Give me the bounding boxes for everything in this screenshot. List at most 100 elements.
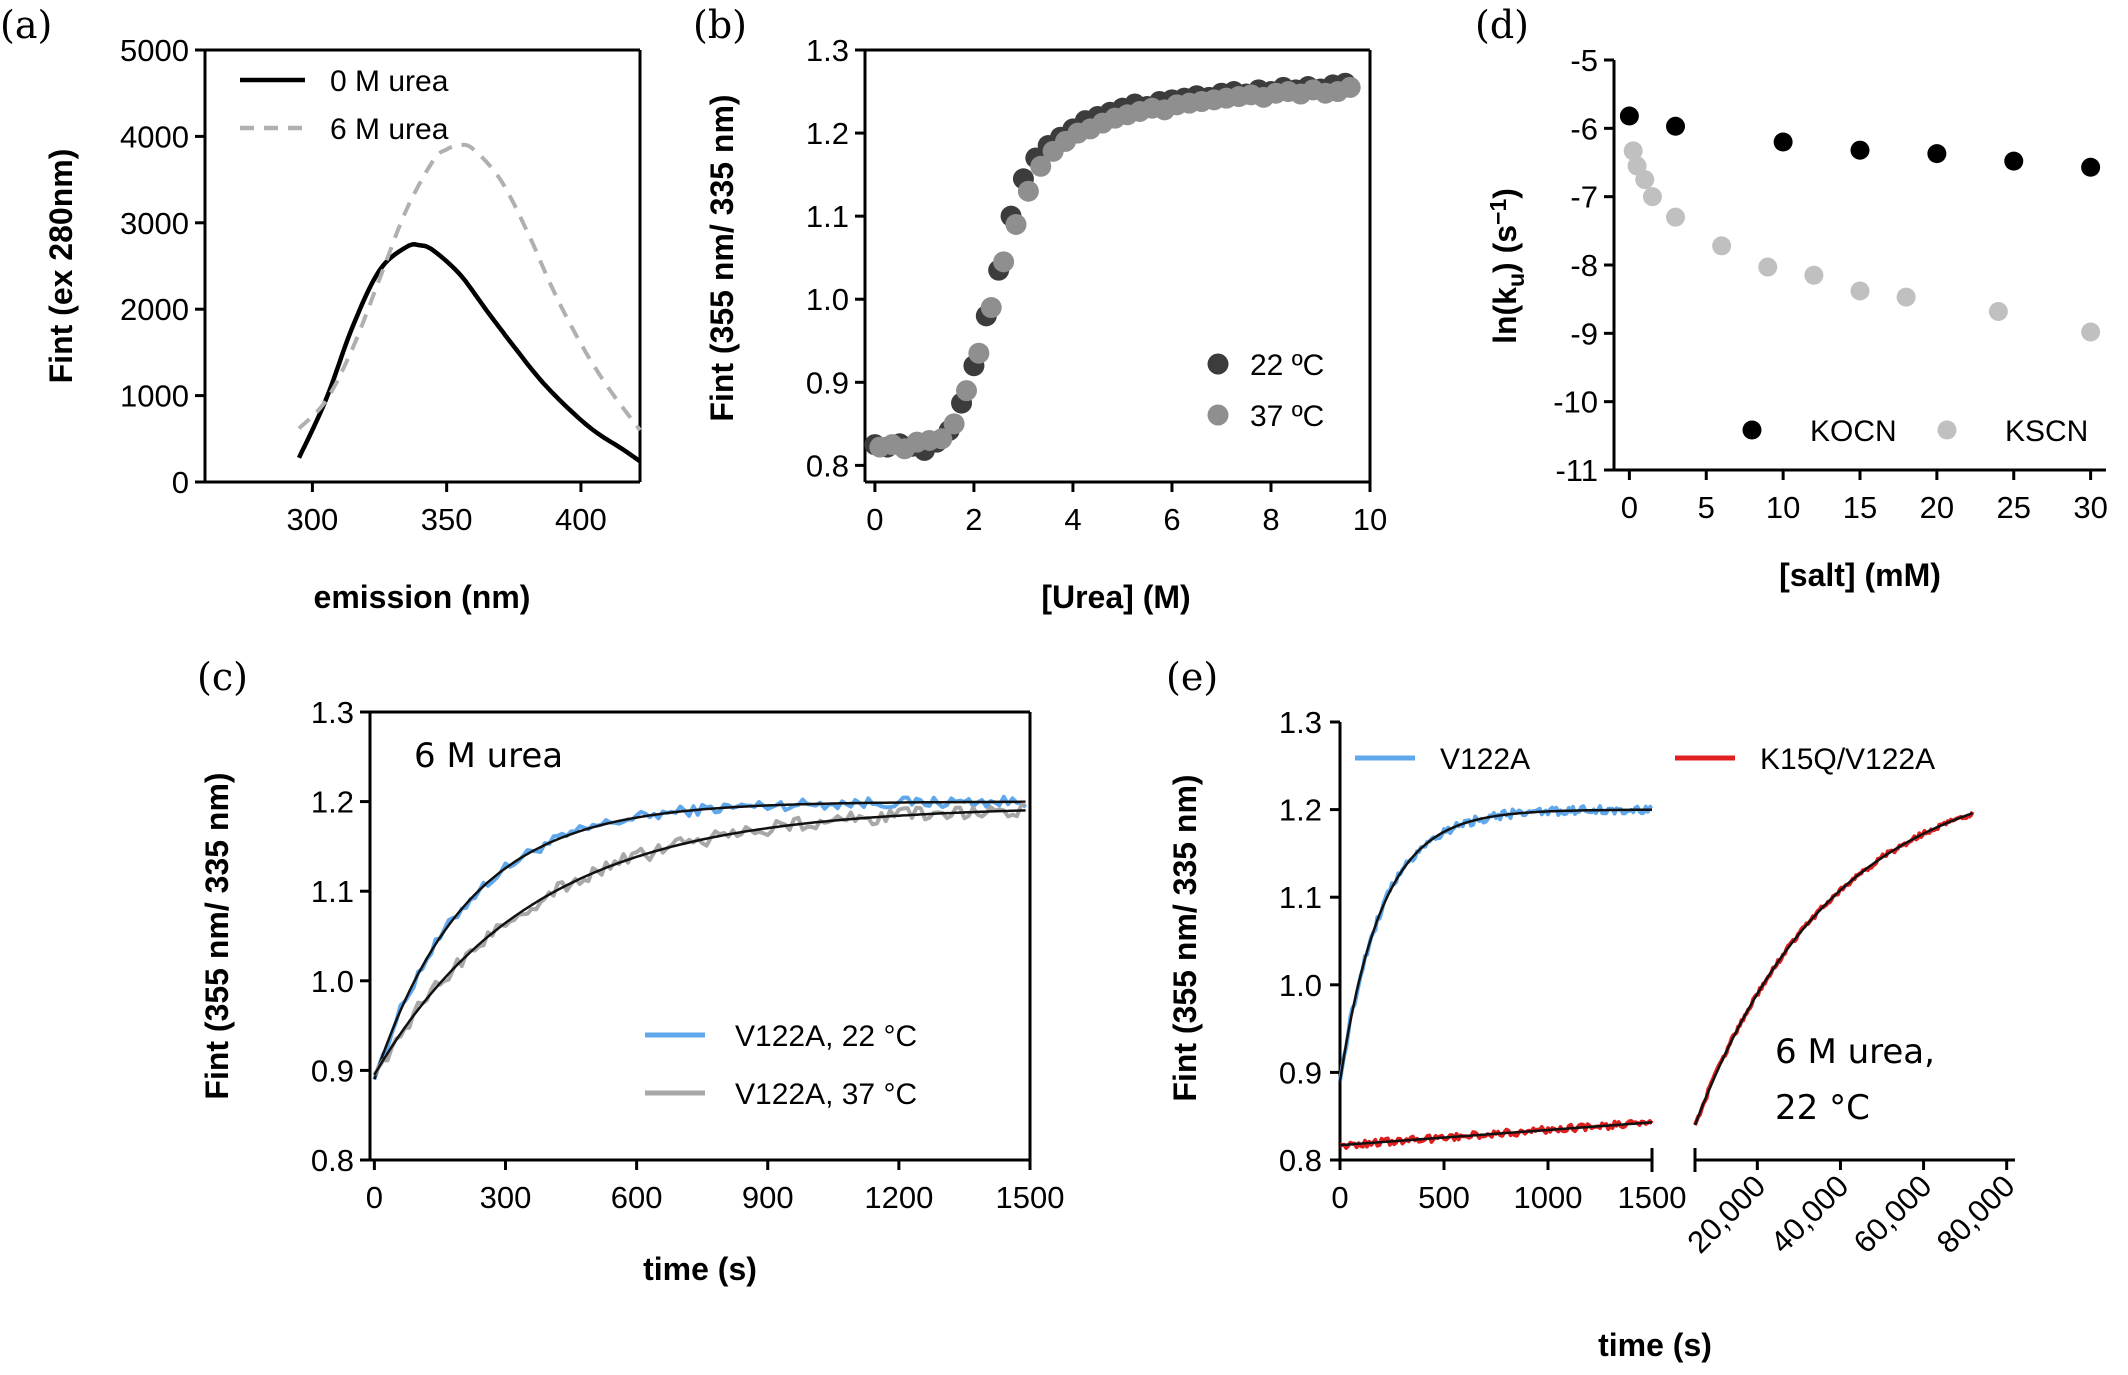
- y-tick-label: 1000: [120, 379, 189, 414]
- x-tick-label: 0: [866, 502, 883, 537]
- y-axis-label: Fint (ex 280nm): [43, 149, 79, 384]
- x-tick-label: 6: [1163, 502, 1180, 537]
- x-tick-label: 0: [1331, 1180, 1348, 1215]
- x-tick-label: 80,000: [1930, 1168, 2022, 1260]
- y-tick-label: 1.2: [806, 116, 849, 151]
- data-point-kscn: [1642, 187, 1662, 207]
- x-tick-label: 25: [1997, 490, 2031, 525]
- y-tick-label: 0.8: [1279, 1143, 1322, 1178]
- y-tick-label: 0: [172, 465, 189, 500]
- y-tick-label: 2000: [120, 292, 189, 327]
- x-tick-label: 1200: [864, 1180, 933, 1215]
- x-axis-label: time (s): [1598, 1327, 1712, 1363]
- chart-panel-d: -11 -10 -9 -8 -7 -6 -5 0 5 10 15 20 25 30 KOCN KSCN [sal…: [1485, 43, 2108, 593]
- fit-line-37c: [373, 809, 1026, 1076]
- data-point-kocn: [1619, 106, 1639, 126]
- data-point-kscn: [1712, 236, 1732, 256]
- y-tick-label: 1.3: [806, 33, 849, 68]
- panel-annotation: 6 M urea: [414, 736, 563, 776]
- legend-label: KSCN: [2005, 415, 2088, 448]
- x-tick-label: 400: [555, 502, 607, 537]
- x-tick-label: 20,000: [1680, 1168, 1772, 1260]
- panel-label-b: (b): [693, 3, 747, 47]
- y-tick-label: 1.0: [1279, 968, 1322, 1003]
- panel-label-e: (e): [1166, 655, 1218, 699]
- data-point-kocn: [2081, 157, 2101, 177]
- x-axis-label: emission (nm): [314, 579, 531, 615]
- series-line-urea-6m: [297, 142, 642, 432]
- y-tick-label: 1.0: [806, 282, 849, 317]
- y-tick-label: 1.1: [311, 874, 354, 909]
- data-point-37c: [1017, 180, 1039, 202]
- panel-label-a: (a): [0, 3, 52, 47]
- y-tick-label: 4000: [120, 119, 189, 154]
- legend-label: 22 ºC: [1250, 349, 1324, 382]
- y-tick-label: 5000: [120, 33, 189, 68]
- chart-panel-b: 0.8 0.9 1.0 1.1 1.2 1.3 0 2 4 6 8 10 22 ºC 37 ºC [Urea…: [704, 33, 1387, 615]
- data-point-37c: [1030, 155, 1052, 177]
- data-point-kocn: [2004, 151, 2024, 171]
- data-point-kocn: [1666, 116, 1685, 136]
- x-tick-label: 2: [965, 502, 982, 537]
- legend-marker: [1742, 420, 1762, 440]
- x-tick-label: 500: [1418, 1180, 1470, 1215]
- y-tick-label: 1.0: [311, 964, 354, 999]
- x-tick-label: 10: [1766, 490, 1800, 525]
- x-tick-label: 8: [1262, 502, 1279, 537]
- legend-label: V122A: [1440, 743, 1530, 776]
- y-axis-label: Fint (355 nm/ 335 nm): [704, 94, 740, 421]
- legend-label: 6 M urea: [330, 113, 449, 146]
- x-tick-label: 0: [1621, 490, 1638, 525]
- panel-annotation: 22 °C: [1775, 1088, 1870, 1128]
- x-tick-label: 15: [1843, 490, 1877, 525]
- data-point-kocn: [1850, 140, 1870, 160]
- panel-label-d: (d): [1475, 3, 1529, 47]
- legend-label: 37 ºC: [1250, 400, 1324, 433]
- data-point-kocn: [1773, 132, 1793, 152]
- y-tick-label: -8: [1570, 248, 1598, 283]
- chart-panel-a: 0 1000 2000 3000 4000 5000 300 350 400 0 M urea 6 …: [43, 33, 642, 615]
- x-axis-label: time (s): [643, 1251, 757, 1287]
- series-line-v122a: [1338, 804, 1653, 1082]
- x-tick-label: 600: [611, 1180, 663, 1215]
- data-point-37c: [980, 297, 1002, 319]
- y-tick-label: -5: [1570, 43, 1598, 78]
- y-axis-label: Fint (355 nm/ 335 nm): [1167, 774, 1203, 1101]
- data-point-kscn: [1896, 287, 1916, 307]
- chart-panel-c: 0.8 0.9 1.0 1.1 1.2 1.3 0 300 600 900 1200 1500 V122…: [199, 695, 1064, 1287]
- x-tick-label: 1000: [1514, 1180, 1583, 1215]
- x-tick-label: 30: [2073, 490, 2107, 525]
- data-point-kscn: [1623, 141, 1643, 161]
- x-tick-label: 10: [1353, 502, 1387, 537]
- data-point-kscn: [1666, 207, 1685, 227]
- y-tick-label: 1.1: [1279, 880, 1322, 915]
- x-tick-label: 300: [287, 502, 339, 537]
- legend-marker: [1207, 404, 1229, 426]
- legend-label: 0 M urea: [330, 65, 449, 98]
- y-axis-label: ln(ku) (s−1): [1485, 188, 1529, 344]
- fit-line-k15q-v122a-short: [1339, 1121, 1653, 1147]
- x-axis-label: [salt] (mM): [1779, 557, 1941, 593]
- y-tick-label: 0.8: [806, 448, 849, 483]
- data-point-37c: [943, 413, 965, 435]
- x-tick-label: 5: [1698, 490, 1715, 525]
- data-point-37c: [1005, 213, 1027, 235]
- y-tick-label: 0.9: [806, 365, 849, 400]
- x-tick-label: 40,000: [1764, 1168, 1856, 1260]
- data-point-kscn: [2081, 322, 2101, 342]
- x-tick-label: 1500: [1618, 1180, 1687, 1215]
- chart-panel-e: 0.8 0.9 1.0 1.1 1.2 1.3 0 500 1000 150020,00040,0…: [1167, 705, 2022, 1363]
- data-point-37c: [1339, 76, 1361, 98]
- legend-label: V122A, 22 °C: [735, 1020, 917, 1053]
- panel-annotation: 6 M urea,: [1775, 1032, 1935, 1072]
- y-tick-label: 0.9: [311, 1053, 354, 1088]
- x-tick-label: 350: [421, 502, 473, 537]
- y-tick-label: 1.3: [311, 695, 354, 730]
- y-tick-label: -10: [1553, 385, 1598, 420]
- y-tick-label: 3000: [120, 206, 189, 241]
- x-tick-label: 900: [742, 1180, 794, 1215]
- y-tick-label: -6: [1570, 111, 1598, 146]
- data-point-37c: [931, 428, 953, 450]
- legend-marker: [1937, 420, 1957, 440]
